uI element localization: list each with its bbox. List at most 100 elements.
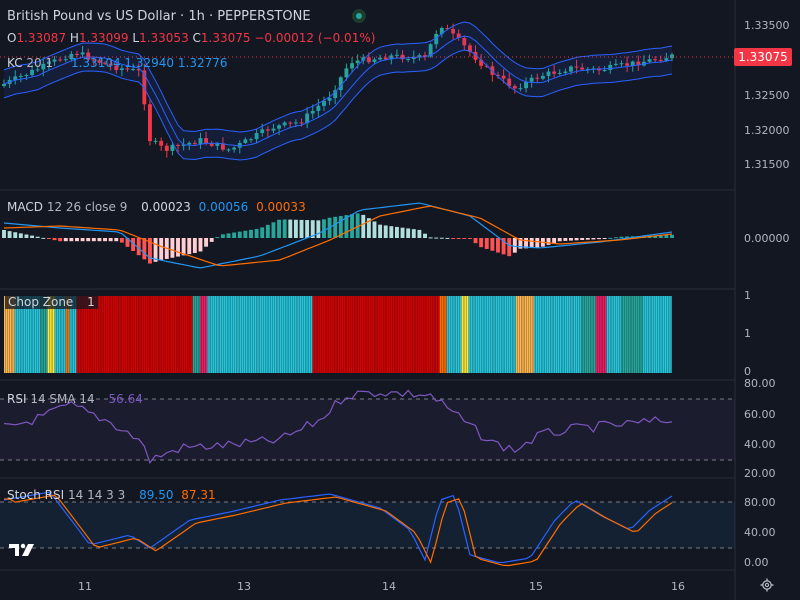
- chop-zone-bar: [112, 296, 115, 373]
- macd-hist-bar: [400, 227, 405, 238]
- chop-zone-bar: [325, 296, 327, 373]
- chop-zone-bar: [543, 296, 545, 373]
- kc-legend[interactable]: KC 20 1 1.33104 1.32940 1.32776: [7, 56, 228, 70]
- stoch-axis-label: 80.00: [744, 496, 776, 509]
- candle-body: [220, 143, 225, 150]
- chop-zone-bar: [388, 296, 391, 373]
- chop-zone-bar: [247, 296, 249, 373]
- candle-body: [653, 59, 658, 61]
- candle-body: [187, 142, 192, 145]
- chop-zone-bar: [281, 296, 284, 373]
- macd-hist-bar: [232, 232, 237, 238]
- chop-zone-bar: [171, 296, 173, 373]
- rsi-legend[interactable]: RSI 14 SMA 14 56.64: [7, 392, 143, 406]
- chop-zone-bar: [136, 296, 139, 373]
- chop-zone-bar: [189, 296, 191, 373]
- macd-hist-bar: [243, 230, 248, 238]
- macd-hist-bar: [136, 238, 141, 256]
- macd-hist-bar: [529, 238, 534, 249]
- chop-zone-bar: [298, 296, 300, 373]
- chop-zone-bar: [659, 296, 661, 373]
- chop-zone-bar: [365, 296, 367, 373]
- chop-zone-bar: [172, 296, 175, 373]
- gear-icon[interactable]: [760, 578, 774, 592]
- chop-zone-bar: [183, 296, 186, 373]
- candle-body: [400, 54, 405, 60]
- candle-body: [86, 52, 91, 60]
- tradingview-logo-icon[interactable]: [9, 541, 39, 558]
- macd-hist-bar: [7, 231, 12, 238]
- candle-body: [490, 66, 495, 75]
- stoch-legend[interactable]: Stoch RSI 14 14 3 3 89.50 87.31: [7, 488, 216, 502]
- candle-body: [316, 105, 321, 111]
- candle-body: [473, 51, 478, 60]
- chop-zone-bar: [417, 296, 420, 373]
- candle-body: [613, 63, 618, 65]
- chop-zone-bar: [149, 296, 151, 373]
- chop-zone-bar: [308, 296, 311, 373]
- chop-zone-bar: [357, 296, 360, 373]
- stoch-band-fill: [0, 502, 735, 548]
- candle-body: [608, 64, 613, 71]
- chop-zone-bar: [330, 296, 333, 373]
- chop-zone-bar: [138, 296, 140, 373]
- macd-hist-bar: [552, 238, 557, 244]
- macd-hist-bar: [226, 233, 231, 238]
- candle-body: [52, 59, 57, 62]
- chop-zone-bar: [515, 296, 518, 373]
- candle-body: [260, 129, 265, 134]
- macd-hist-bar: [153, 238, 158, 262]
- chop-zone-bar: [486, 296, 489, 373]
- chop-legend[interactable]: Chop Zone 1: [5, 295, 98, 309]
- candle-body: [58, 59, 63, 61]
- chop-zone-bar: [123, 296, 126, 373]
- chop-zone-bar: [272, 296, 275, 373]
- chop-zone-bar: [541, 296, 543, 373]
- price-axis-label: 1.33500: [744, 19, 790, 32]
- candle-body: [507, 78, 512, 87]
- chop-zone-bar: [494, 296, 496, 373]
- chop-zone-bar: [668, 296, 670, 373]
- chop-zone-bar: [475, 296, 478, 373]
- rsi-line: [3, 389, 673, 464]
- chop-zone-bar: [452, 296, 454, 373]
- candle-body: [322, 100, 326, 106]
- macd-hist-bar: [602, 238, 607, 239]
- candle-body: [524, 81, 528, 89]
- macd-hist-bar: [524, 238, 528, 249]
- chop-zone-bar: [401, 296, 404, 373]
- chop-zone-bar: [414, 296, 416, 373]
- chop-zone-bar: [356, 296, 358, 373]
- candle-body: [518, 88, 523, 90]
- chop-zone-bar: [278, 296, 280, 373]
- macd-hist-bar: [277, 219, 282, 238]
- chop-zone-bar: [648, 296, 650, 373]
- chop-zone-bar: [595, 296, 598, 373]
- chop-zone-bar: [601, 296, 603, 373]
- macd-hist-bar: [265, 224, 270, 238]
- chop-zone-bar: [339, 296, 342, 373]
- candle-body: [361, 57, 366, 61]
- chop-zone-bar: [396, 296, 398, 373]
- candle-body: [204, 138, 209, 143]
- macd-hist-bar: [148, 238, 152, 264]
- chop-zone-bar: [430, 296, 433, 373]
- candle-body: [30, 69, 35, 75]
- chop-zone-bar: [410, 296, 413, 373]
- macd-legend[interactable]: MACD 12 26 close 9 0.00023 0.00056 0.000…: [7, 200, 306, 214]
- chop-zone-bar: [564, 296, 567, 373]
- candle-body: [164, 145, 169, 151]
- chop-zone-bar: [54, 296, 57, 373]
- macd-hist-bar: [103, 238, 107, 242]
- chop-zone-bar: [5, 296, 8, 373]
- chop-zone-bar: [29, 296, 31, 373]
- macd-hist-bar: [288, 219, 293, 238]
- chop-zone-bar: [612, 296, 614, 373]
- kc-upper-value: 1.33104: [70, 56, 121, 70]
- chop-zone-bar: [203, 296, 206, 373]
- macd-hist-bar: [653, 235, 658, 238]
- macd-hist-bar: [355, 213, 360, 238]
- macd-hist-bar: [310, 220, 315, 238]
- chop-zone-bar: [174, 296, 177, 373]
